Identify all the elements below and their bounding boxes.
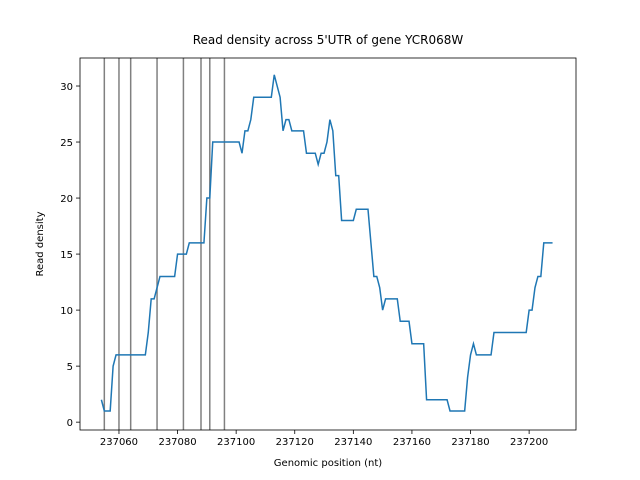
y-axis-label: Read density [35, 211, 46, 276]
chart-title: Read density across 5'UTR of gene YCR068… [193, 33, 464, 47]
x-tick-label: 237160 [393, 437, 431, 448]
y-tick-label: 15 [60, 250, 73, 261]
x-tick-label: 237100 [217, 437, 255, 448]
y-tick-label: 20 [60, 194, 73, 205]
x-tick-label: 237200 [510, 437, 548, 448]
y-tick-label: 10 [60, 306, 73, 317]
x-tick-label: 237180 [451, 437, 489, 448]
x-axis-label: Genomic position (nt) [274, 458, 383, 469]
y-tick-label: 30 [60, 82, 73, 93]
plot-frame [79, 57, 577, 431]
data-line [100, 74, 553, 412]
x-tick-label: 237080 [158, 437, 196, 448]
y-tick-label: 5 [67, 362, 73, 373]
x-tick-label: 237060 [100, 437, 138, 448]
x-tick-label: 237120 [276, 437, 314, 448]
x-tick-label: 237140 [334, 437, 372, 448]
y-tick-label: 25 [60, 138, 73, 149]
y-tick-label: 0 [67, 418, 73, 429]
